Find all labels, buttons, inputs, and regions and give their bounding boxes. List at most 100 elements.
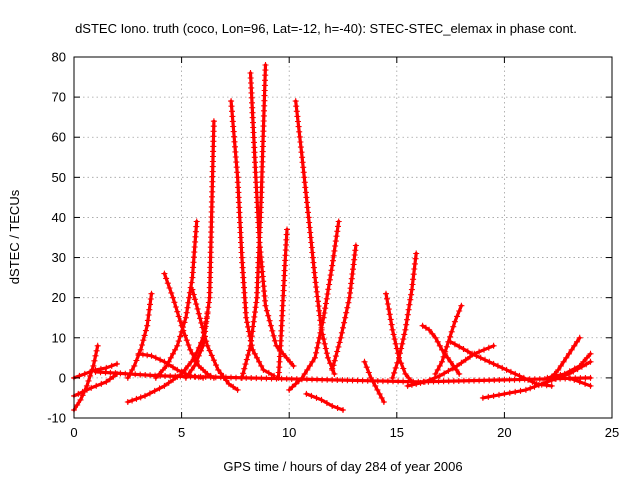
data-point: [587, 358, 594, 365]
data-point: [441, 370, 448, 377]
data-point: [317, 329, 324, 336]
y-tick-label: 80: [52, 50, 66, 65]
data-point: [232, 154, 239, 160]
data-point: [297, 139, 304, 145]
data-point: [148, 290, 155, 297]
data-point: [90, 362, 97, 369]
data-point: [182, 314, 189, 321]
data-point: [402, 370, 409, 377]
data-point: [203, 338, 210, 345]
data-point: [587, 350, 594, 357]
data-point: [182, 373, 189, 380]
data-point: [563, 354, 570, 361]
data-point: [440, 378, 447, 385]
data-point: [129, 366, 136, 373]
data-point: [208, 224, 215, 231]
data-point: [241, 284, 247, 291]
data-point: [309, 249, 316, 256]
data-point: [303, 376, 310, 383]
data-point: [319, 376, 326, 383]
data-point: [380, 399, 387, 405]
data-point: [369, 377, 376, 384]
data-series: [152, 218, 200, 381]
data-point: [247, 342, 254, 349]
data-point: [286, 386, 293, 393]
data-point: [348, 280, 355, 287]
data-point: [250, 318, 257, 325]
data-point: [87, 368, 94, 375]
data-point: [323, 400, 330, 406]
data-point: [403, 321, 410, 328]
data-point: [206, 284, 213, 291]
data-point: [390, 331, 397, 338]
data-point: [234, 179, 241, 186]
data-point: [246, 347, 253, 354]
data-point: [445, 367, 452, 374]
data-point: [400, 365, 407, 372]
data-point: [314, 344, 321, 351]
data-point: [144, 352, 151, 359]
data-point: [482, 356, 488, 363]
data-point: [269, 327, 276, 334]
data-point: [133, 357, 140, 364]
data-point: [324, 291, 331, 297]
data-point: [386, 311, 393, 318]
data-point: [517, 387, 524, 394]
data-point: [454, 362, 461, 369]
data-point: [408, 286, 415, 293]
data-point: [315, 339, 322, 346]
data-point: [207, 269, 214, 276]
data-point: [146, 306, 153, 313]
data-point: [390, 378, 396, 385]
data-point: [94, 342, 101, 349]
data-point: [479, 394, 486, 401]
data-point: [217, 374, 224, 381]
data-point: [163, 275, 170, 282]
y-tick-label: 30: [52, 250, 66, 265]
data-point: [334, 228, 341, 235]
data-point: [449, 365, 456, 372]
data-point: [318, 324, 325, 331]
data-point: [522, 386, 529, 393]
data-point: [343, 309, 350, 316]
data-point: [280, 292, 287, 299]
data-series: [303, 390, 346, 413]
data-point: [170, 294, 176, 301]
data-point: [402, 326, 409, 333]
data-point: [583, 354, 590, 361]
data-point: [527, 385, 534, 392]
data-point: [445, 378, 452, 385]
data-point: [222, 374, 229, 381]
data-point: [254, 289, 261, 296]
data-point: [161, 382, 168, 389]
data-point: [261, 87, 268, 94]
data-point: [490, 392, 497, 399]
data-point: [209, 163, 216, 170]
data-point: [262, 62, 269, 68]
data-point: [444, 354, 451, 361]
data-series: [182, 118, 217, 381]
data-point: [432, 334, 439, 341]
data-point: [233, 164, 240, 171]
data-point: [252, 304, 259, 311]
data-point: [334, 348, 341, 355]
data-point: [273, 375, 280, 382]
data-point: [384, 295, 390, 302]
data-point: [232, 148, 239, 155]
data-point: [314, 376, 320, 383]
data-point: [205, 304, 212, 311]
data-point: [425, 378, 432, 385]
data-point: [582, 375, 589, 381]
data-point: [306, 362, 313, 369]
data-point: [359, 377, 366, 384]
data-point: [209, 178, 216, 185]
data-point: [265, 369, 272, 376]
data-point: [410, 276, 417, 283]
data-point: [228, 98, 235, 105]
data-point: [265, 312, 272, 319]
data-point: [188, 366, 195, 373]
data-point: [384, 378, 391, 385]
data-point: [190, 291, 197, 298]
data-point: [318, 396, 325, 403]
